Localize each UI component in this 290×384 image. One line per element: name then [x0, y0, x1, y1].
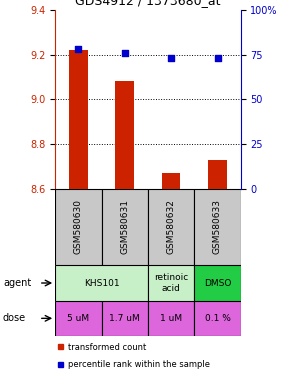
Text: 5 uM: 5 uM	[67, 314, 89, 323]
Bar	[162, 173, 180, 189]
Text: 0.1 %: 0.1 %	[204, 314, 231, 323]
Text: GSM580631: GSM580631	[120, 199, 129, 255]
Bar	[102, 189, 148, 265]
Title: GDS4912 / 1373680_at: GDS4912 / 1373680_at	[75, 0, 221, 7]
Bar	[194, 265, 241, 301]
Text: GSM580632: GSM580632	[166, 200, 176, 254]
Point	[215, 55, 220, 61]
Text: dose: dose	[3, 313, 26, 323]
Point	[76, 46, 81, 52]
Text: 1.7 uM: 1.7 uM	[109, 314, 140, 323]
Bar	[102, 301, 148, 336]
Bar	[208, 159, 227, 189]
Text: retinoic
acid: retinoic acid	[154, 273, 188, 293]
Text: agent: agent	[3, 278, 31, 288]
Bar	[55, 301, 102, 336]
Text: 1 uM: 1 uM	[160, 314, 182, 323]
Text: GSM580633: GSM580633	[213, 199, 222, 255]
Bar	[194, 189, 241, 265]
Bar	[115, 81, 134, 189]
Text: GSM580630: GSM580630	[74, 199, 83, 255]
Point	[122, 50, 127, 56]
Bar	[148, 265, 194, 301]
Text: transformed count: transformed count	[68, 343, 146, 352]
Point	[169, 55, 173, 61]
Bar	[148, 301, 194, 336]
Bar	[148, 189, 194, 265]
Bar	[69, 50, 88, 189]
Bar	[194, 301, 241, 336]
Text: KHS101: KHS101	[84, 278, 119, 288]
Bar	[55, 189, 102, 265]
Text: DMSO: DMSO	[204, 278, 231, 288]
Text: percentile rank within the sample: percentile rank within the sample	[68, 360, 210, 369]
Bar	[55, 265, 148, 301]
